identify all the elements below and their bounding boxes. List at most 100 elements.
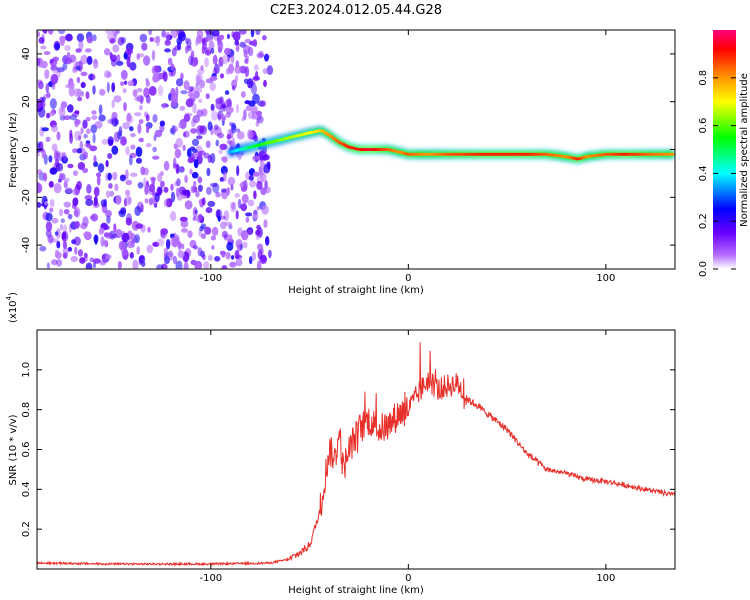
noise-speckle bbox=[197, 150, 203, 158]
noise-speckle bbox=[55, 231, 59, 236]
noise-speckle bbox=[63, 201, 72, 208]
noise-speckle bbox=[75, 65, 81, 71]
noise-speckle bbox=[198, 98, 203, 103]
noise-speckle bbox=[189, 168, 193, 175]
noise-speckle bbox=[63, 208, 70, 215]
noise-speckle bbox=[152, 241, 160, 247]
noise-speckle bbox=[82, 119, 88, 129]
noise-speckle bbox=[247, 199, 255, 207]
noise-speckle bbox=[37, 81, 44, 90]
noise-speckle bbox=[98, 114, 106, 122]
noise-speckle bbox=[203, 261, 210, 269]
noise-speckle bbox=[256, 180, 263, 190]
noise-speckle bbox=[112, 171, 118, 181]
noise-speckle bbox=[234, 39, 239, 46]
noise-speckle bbox=[263, 79, 267, 88]
noise-speckle bbox=[116, 54, 121, 63]
noise-speckle bbox=[121, 249, 129, 256]
snr-panel: -100 0 100 0.2 0.4 0.6 0.8 1.0 Height of straig… bbox=[5, 292, 676, 596]
noise-speckle bbox=[248, 256, 253, 265]
noise-speckle bbox=[40, 100, 46, 109]
noise-speckle bbox=[104, 48, 111, 56]
noise-speckle bbox=[37, 169, 43, 175]
noise-speckle bbox=[62, 247, 69, 255]
spectrogram-axes: -100 0 100 -40 -20 0 20 40 bbox=[21, 30, 675, 284]
noise-speckle bbox=[94, 121, 103, 129]
noise-speckle bbox=[226, 106, 234, 114]
noise-speckle bbox=[80, 54, 88, 65]
noise-speckle bbox=[244, 38, 251, 44]
noise-speckle bbox=[239, 182, 244, 188]
noise-speckle bbox=[122, 88, 127, 94]
noise-speckle bbox=[237, 198, 242, 209]
noise-speckle bbox=[244, 66, 250, 78]
noise-speckle bbox=[46, 262, 51, 269]
noise-speckle bbox=[194, 260, 203, 269]
noise-speckle bbox=[98, 227, 105, 234]
noise-speckle bbox=[129, 61, 137, 71]
noise-speckle bbox=[207, 254, 213, 261]
noise-speckle bbox=[86, 184, 92, 194]
noise-speckle bbox=[219, 177, 225, 182]
noise-speckle bbox=[210, 235, 217, 241]
noise-speckle bbox=[252, 214, 259, 220]
ridge-mark bbox=[331, 137, 337, 141]
noise-speckle bbox=[239, 41, 246, 48]
svg-text:(x104): (x104) bbox=[5, 292, 19, 323]
ridge-mark bbox=[328, 135, 334, 139]
noise-speckle bbox=[78, 39, 84, 51]
noise-speckle bbox=[37, 143, 41, 154]
noise-speckle bbox=[121, 232, 130, 243]
x-tick-label: 0 bbox=[405, 273, 411, 284]
noise-speckle bbox=[41, 96, 46, 103]
noise-speckle bbox=[72, 111, 80, 118]
noise-speckle bbox=[56, 259, 63, 267]
noise-speckle bbox=[72, 148, 78, 153]
noise-speckle bbox=[175, 163, 180, 175]
noise-speckle bbox=[240, 91, 246, 98]
noise-speckle bbox=[202, 254, 206, 261]
noise-speckle bbox=[125, 115, 134, 124]
noise-speckle bbox=[256, 52, 264, 59]
spectrogram-noise bbox=[37, 30, 274, 269]
noise-speckle bbox=[227, 176, 236, 186]
noise-speckle bbox=[37, 31, 41, 38]
noise-speckle bbox=[175, 78, 184, 87]
y-tick-label: -40 bbox=[21, 237, 32, 253]
noise-speckle bbox=[192, 206, 198, 218]
noise-speckle bbox=[49, 207, 54, 213]
noise-speckle bbox=[179, 105, 186, 111]
noise-speckle bbox=[115, 194, 122, 206]
noise-speckle bbox=[253, 64, 259, 71]
noise-speckle bbox=[73, 209, 79, 217]
noise-speckle bbox=[85, 117, 91, 122]
noise-speckle bbox=[175, 260, 183, 269]
noise-speckle bbox=[200, 65, 204, 71]
noise-speckle bbox=[86, 143, 92, 149]
noise-speckle bbox=[183, 130, 190, 138]
noise-speckle bbox=[191, 171, 199, 179]
noise-speckle bbox=[52, 56, 60, 62]
noise-speckle bbox=[235, 210, 239, 220]
y-tick-label: 0 bbox=[21, 146, 32, 152]
noise-speckle bbox=[137, 182, 144, 189]
noise-speckle bbox=[197, 86, 203, 94]
noise-speckle bbox=[56, 131, 61, 141]
noise-speckle bbox=[226, 133, 231, 140]
noise-speckle bbox=[154, 129, 163, 138]
noise-speckle bbox=[60, 101, 64, 113]
noise-speckle bbox=[181, 243, 185, 250]
noise-speckle bbox=[74, 220, 80, 229]
noise-speckle bbox=[174, 148, 182, 159]
noise-speckle bbox=[205, 207, 213, 214]
noise-speckle bbox=[41, 127, 49, 132]
noise-speckle bbox=[89, 257, 95, 263]
noise-speckle bbox=[221, 265, 228, 269]
x-tick-label: -100 bbox=[199, 273, 222, 284]
noise-speckle bbox=[162, 103, 166, 109]
noise-speckle bbox=[105, 30, 114, 35]
noise-speckle bbox=[37, 202, 42, 208]
noise-speckle bbox=[138, 104, 143, 111]
snr-axes: -100 0 100 0.2 0.4 0.6 0.8 1.0 bbox=[21, 330, 675, 584]
